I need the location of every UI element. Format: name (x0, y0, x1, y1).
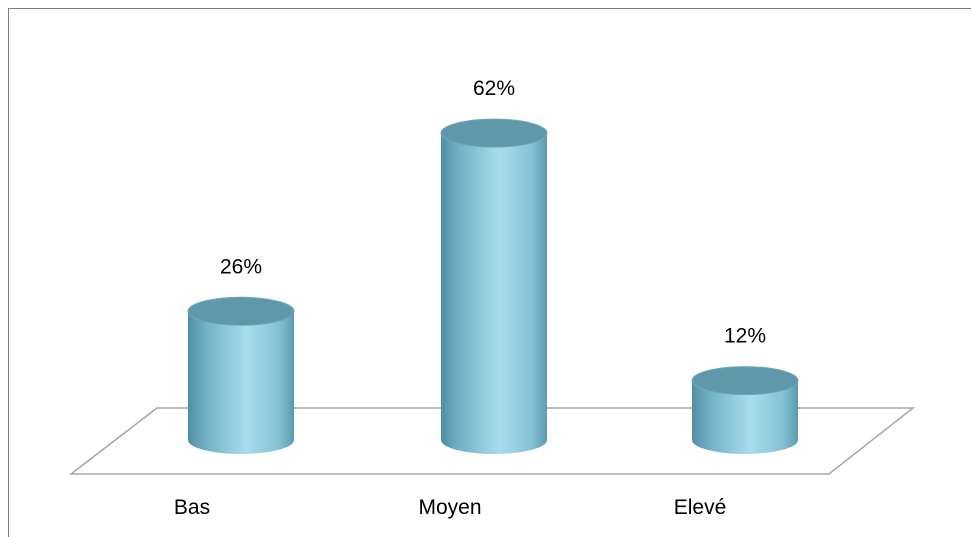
frame-left-border (8, 8, 9, 537)
bar-body (441, 133, 547, 454)
bar-bas (187, 296, 295, 454)
bar-body (692, 380, 798, 454)
x-tick-label: Bas (174, 496, 210, 519)
bar-top (187, 296, 295, 326)
bar-body (188, 311, 294, 454)
x-tick-label: Elevé (674, 496, 727, 519)
x-tick-labels-group: Bas Moyen Elevé (174, 496, 726, 519)
data-labels-group: 26% 62% 12% (220, 77, 766, 348)
bar-top (691, 366, 799, 396)
x-tick-label: Moyen (418, 496, 481, 519)
bars-group (187, 118, 799, 454)
data-label: 26% (220, 255, 262, 278)
bar-moyen (440, 118, 548, 454)
bar-top (440, 118, 548, 148)
data-label: 62% (473, 77, 515, 100)
data-label: 12% (724, 325, 766, 348)
bar-elevé (691, 366, 799, 454)
frame-top-border (8, 8, 971, 9)
